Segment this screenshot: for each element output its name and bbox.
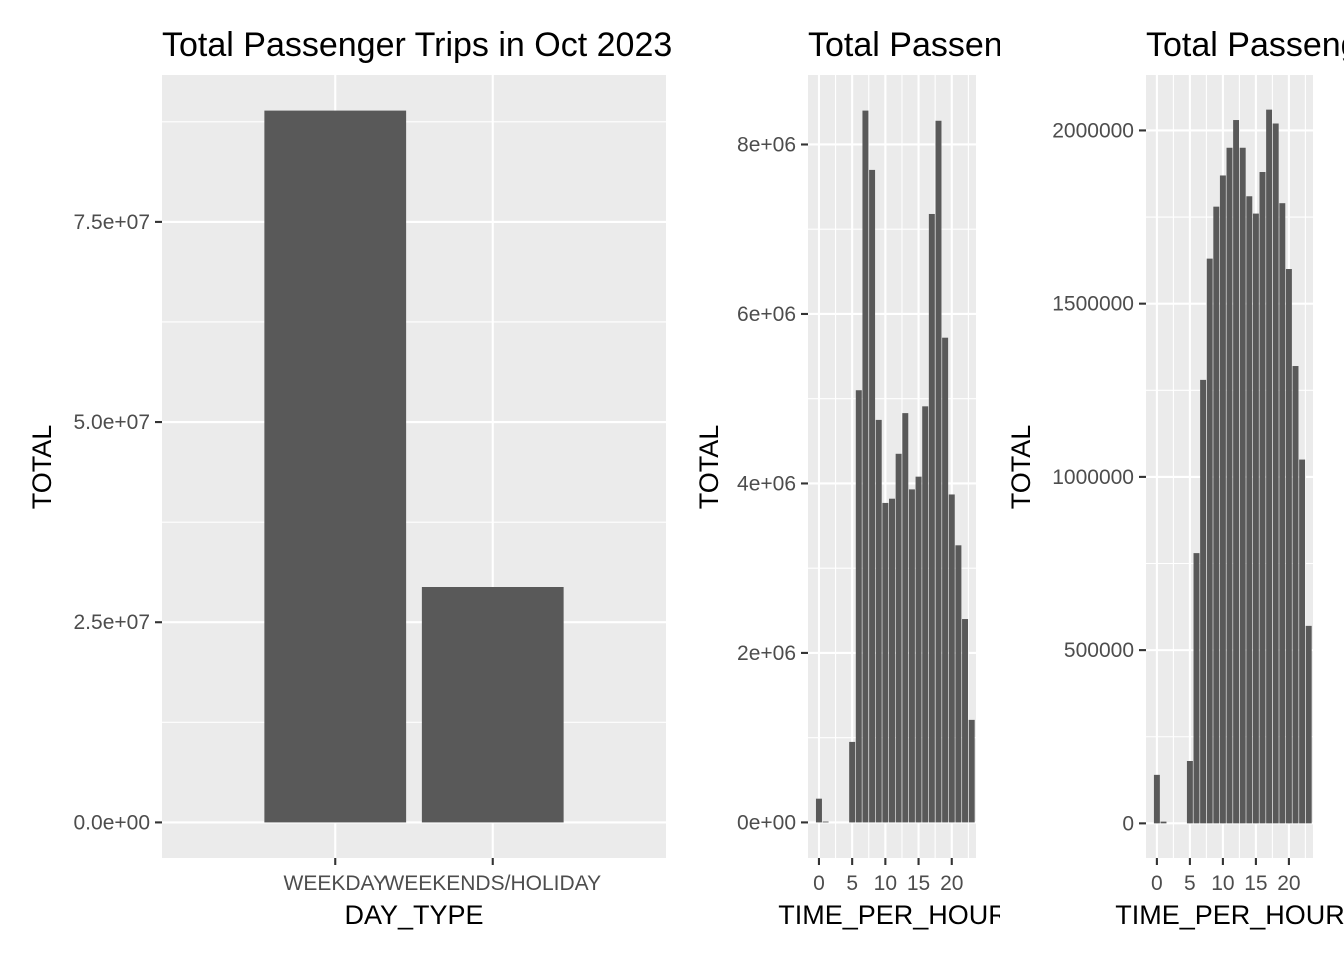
bar xyxy=(1186,760,1193,824)
x-tick-label: 0 xyxy=(1151,872,1163,895)
bar xyxy=(264,110,407,823)
x-axis-title: DAY_TYPE xyxy=(344,900,483,930)
bar xyxy=(1233,120,1240,824)
plot-panel xyxy=(162,75,666,858)
y-tick-label: 2000000 xyxy=(1052,119,1134,142)
bar xyxy=(889,498,895,823)
y-tick-label: 0 xyxy=(1122,812,1134,835)
bar xyxy=(1226,147,1233,824)
bar xyxy=(908,489,915,823)
bar xyxy=(948,494,955,823)
y-tick-label: 2e+06 xyxy=(737,642,796,665)
bar xyxy=(815,798,822,823)
bar xyxy=(421,587,564,823)
y-axis-title: TOTAL xyxy=(694,425,724,510)
y-tick-label: 0.0e+00 xyxy=(74,811,151,834)
y-tick-label: 4e+06 xyxy=(737,472,796,495)
bar xyxy=(1252,213,1259,824)
x-tick-label: 10 xyxy=(1211,872,1234,895)
bar xyxy=(1246,196,1253,824)
bar xyxy=(875,419,882,823)
y-axis-title: TOTAL xyxy=(27,425,57,510)
bar xyxy=(862,110,869,823)
bar xyxy=(962,619,969,823)
x-axis-title: TIME_PER_HOUR xyxy=(778,900,1008,930)
bar xyxy=(1272,123,1279,824)
y-tick-label: 7.5e+07 xyxy=(74,211,151,234)
x-axis-title: TIME_PER_HOUR xyxy=(1115,900,1344,930)
bar xyxy=(1239,147,1246,824)
y-tick-label: 8e+06 xyxy=(737,133,796,156)
y-tick-label: 0e+00 xyxy=(737,811,796,834)
bar xyxy=(882,502,889,823)
x-tick-label: 20 xyxy=(1277,872,1300,895)
bar xyxy=(1153,774,1160,824)
bar xyxy=(1259,172,1266,824)
bar xyxy=(869,169,876,823)
chart-title: Total Passenger Trips xyxy=(808,26,1135,64)
bar xyxy=(1213,206,1220,824)
y-tick-label: 2.5e+07 xyxy=(74,611,151,634)
bar xyxy=(1292,366,1299,824)
bar xyxy=(1305,625,1312,824)
y-tick-label: 500000 xyxy=(1064,639,1134,662)
x-tick-label: 15 xyxy=(1244,872,1267,895)
bar xyxy=(968,719,975,823)
bar xyxy=(1200,379,1207,824)
x-tick-label: 20 xyxy=(940,872,963,895)
x-tick-label: 0 xyxy=(813,872,825,895)
x-tick-label: WEEKENDS/HOLIDAY xyxy=(384,872,601,895)
bar xyxy=(915,476,922,823)
x-tick-label: 10 xyxy=(874,872,897,895)
bar xyxy=(1160,821,1167,824)
bar xyxy=(855,390,862,823)
bar xyxy=(955,545,962,823)
bar xyxy=(928,213,935,823)
bar xyxy=(942,337,949,823)
bar xyxy=(935,120,942,823)
y-axis-title: TOTAL xyxy=(1006,425,1036,510)
bar xyxy=(1219,175,1226,824)
x-tick-label: 15 xyxy=(907,872,930,895)
x-tick-label: 5 xyxy=(846,872,858,895)
bar xyxy=(922,406,929,823)
y-tick-label: 1000000 xyxy=(1052,466,1134,489)
y-tick-label: 6e+06 xyxy=(737,303,796,326)
bar xyxy=(902,413,909,823)
bar xyxy=(1299,459,1306,824)
x-tick-label: WEEKDAY xyxy=(284,872,387,895)
bar xyxy=(895,453,902,823)
bar xyxy=(822,821,829,823)
chart-hourly-total: Total Passenger Trips 0e+00 2e+06 4e+06 6e+… xyxy=(694,26,1135,930)
bar xyxy=(849,741,856,823)
bar xyxy=(1285,269,1292,824)
bar xyxy=(1266,109,1273,824)
bar xyxy=(1193,553,1200,824)
chart-title: Total Passenger Trips xyxy=(1146,26,1344,64)
chart-hourly-total-weekend: Total Passenger Trips 0 500000 1000000 1500… xyxy=(1006,26,1344,930)
y-tick-label: 5.0e+07 xyxy=(74,411,151,434)
bar xyxy=(1206,258,1213,824)
y-tick-label: 1500000 xyxy=(1052,293,1134,316)
bar xyxy=(1279,203,1286,824)
x-tick-label: 5 xyxy=(1184,872,1196,895)
chart-day-type: Total Passenger Trips in Oct 2023 0.0e+0… xyxy=(27,26,672,930)
chart-title: Total Passenger Trips in Oct 2023 xyxy=(162,26,672,64)
